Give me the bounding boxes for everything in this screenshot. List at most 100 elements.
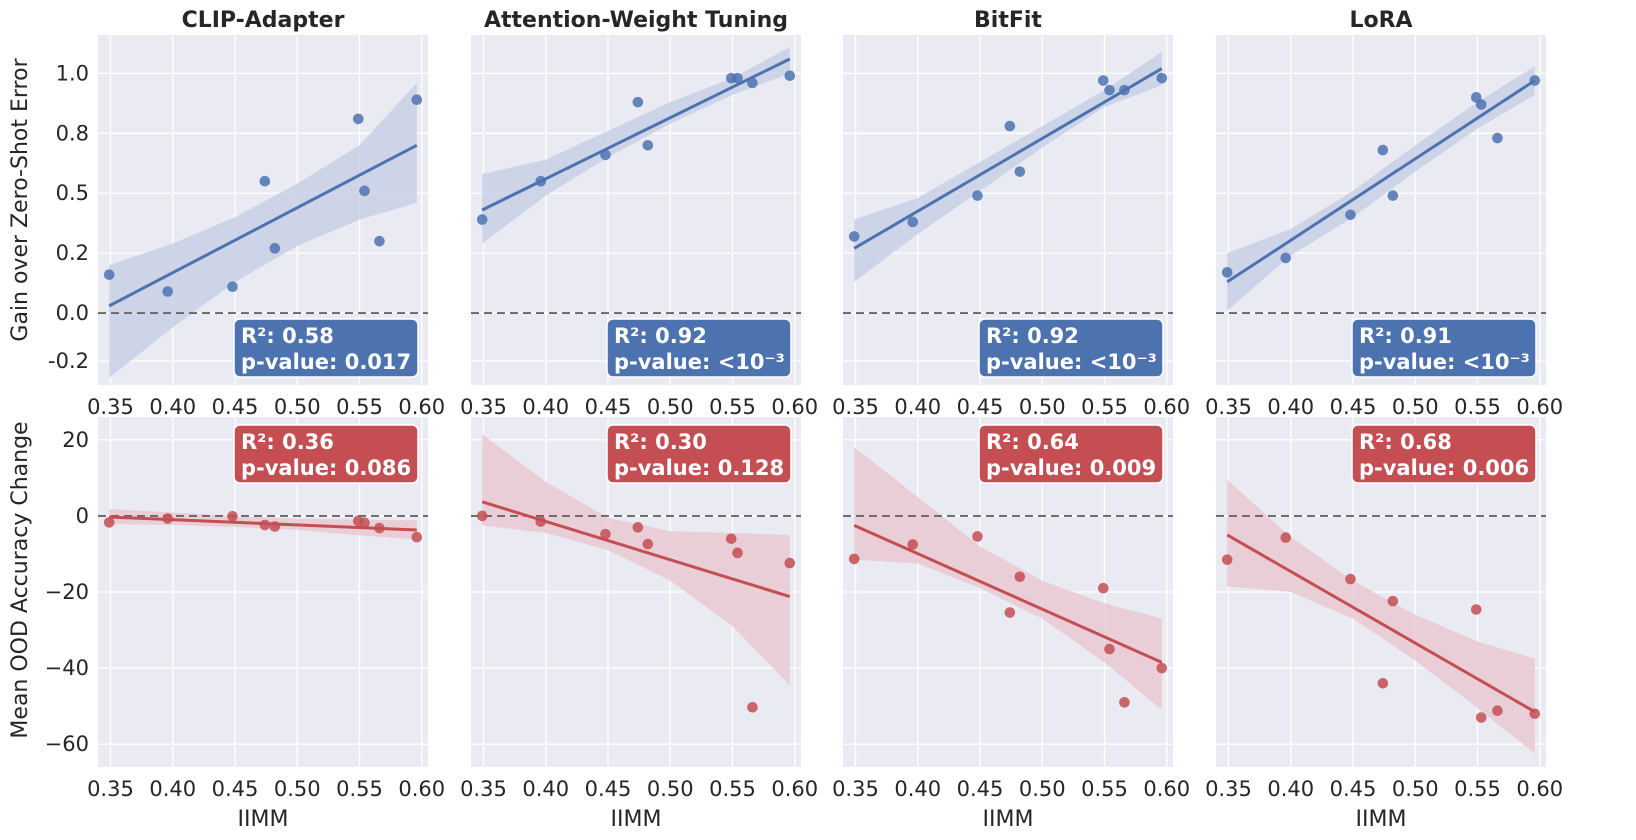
r-squared-label: R²: 0.91 bbox=[1359, 324, 1452, 348]
data-point bbox=[632, 522, 644, 533]
data-point bbox=[972, 190, 983, 201]
r-squared-label: R²: 0.58 bbox=[241, 324, 334, 348]
data-point bbox=[1104, 643, 1115, 655]
data-point bbox=[1004, 607, 1016, 618]
stats-box bbox=[233, 424, 419, 484]
x-tick-label: 0.35 bbox=[460, 777, 507, 801]
data-point bbox=[1280, 532, 1292, 543]
confidence-band bbox=[482, 434, 790, 686]
x-tick-label: 0.35 bbox=[87, 395, 134, 419]
data-point bbox=[359, 185, 370, 197]
data-point bbox=[848, 553, 860, 565]
r-squared-label: R²: 0.36 bbox=[241, 430, 334, 454]
x-tick-label: 0.45 bbox=[212, 777, 259, 801]
data-point bbox=[1119, 697, 1130, 708]
x-tick-label: 0.60 bbox=[771, 395, 818, 419]
data-point bbox=[1280, 252, 1292, 264]
data-point bbox=[747, 701, 758, 713]
p-value-label: p-value: <10⁻³ bbox=[986, 350, 1157, 374]
data-point bbox=[1387, 595, 1399, 607]
x-tick-label: 0.35 bbox=[832, 395, 879, 419]
x-tick-label: 0.40 bbox=[894, 777, 941, 801]
x-tick-label: 0.55 bbox=[1454, 395, 1501, 419]
confidence-band bbox=[854, 51, 1162, 282]
stats-box bbox=[978, 424, 1164, 484]
data-point bbox=[1004, 120, 1016, 132]
data-point bbox=[642, 139, 654, 151]
data-point bbox=[848, 231, 860, 242]
x-tick-label: 0.50 bbox=[1019, 395, 1066, 419]
p-value-label: p-value: 0.128 bbox=[614, 456, 784, 480]
stats-box bbox=[233, 318, 419, 378]
panel-5: 0.35 0.40 0.45 0.50 0.55 0.60 −60 −40 −20 0 20 IIMM… bbox=[45, 417, 445, 832]
data-point bbox=[1387, 190, 1399, 201]
x-tick-label: 0.40 bbox=[522, 395, 569, 419]
x-tick-label: 0.50 bbox=[647, 395, 694, 419]
p-value-label: p-value: 0.086 bbox=[241, 456, 411, 480]
data-point bbox=[162, 286, 174, 297]
data-point bbox=[269, 243, 281, 254]
regression-line bbox=[481, 500, 791, 598]
x-tick-label: 0.55 bbox=[1081, 395, 1128, 419]
x-tick-label: 0.60 bbox=[1516, 395, 1563, 419]
x-tick-label: 0.45 bbox=[1330, 395, 1377, 419]
x-tick-label: 0.35 bbox=[1205, 777, 1252, 801]
y-tick-label: −20 bbox=[45, 580, 89, 604]
stats-box bbox=[1351, 424, 1537, 484]
y-tick-label: −40 bbox=[45, 656, 89, 680]
data-point bbox=[632, 96, 644, 108]
r-squared-label: R²: 0.64 bbox=[986, 430, 1079, 454]
data-point bbox=[374, 235, 385, 247]
data-point bbox=[1492, 132, 1503, 144]
stats-box bbox=[1351, 318, 1537, 378]
y-tick-label: 0.8 bbox=[56, 121, 89, 145]
data-point bbox=[1156, 662, 1168, 674]
data-point bbox=[1345, 573, 1356, 585]
panels: 0.35 0.40 0.45 0.50 0.55 0.60 -0.2 0.0 0.2 0.5 0.8… bbox=[45, 8, 1563, 832]
x-axis-label: IIMM bbox=[238, 807, 289, 832]
x-tick-label: 0.60 bbox=[771, 777, 818, 801]
x-tick-label: 0.35 bbox=[87, 777, 134, 801]
x-tick-label: 0.55 bbox=[709, 395, 756, 419]
data-point bbox=[103, 517, 115, 528]
y-tick-label: 0.5 bbox=[56, 181, 89, 205]
x-tick-label: 0.45 bbox=[1330, 777, 1377, 801]
r-squared-label: R²: 0.68 bbox=[1359, 430, 1452, 454]
x-tick-label: 0.40 bbox=[894, 395, 941, 419]
x-tick-label: 0.50 bbox=[274, 395, 321, 419]
r-squared-label: R²: 0.92 bbox=[986, 324, 1079, 348]
panel-3: 0.35 0.40 0.45 0.50 0.55 0.60 BitFit R²: 0.92p-… bbox=[832, 8, 1190, 419]
data-point bbox=[227, 510, 238, 522]
x-tick-label: 0.40 bbox=[522, 777, 569, 801]
data-point bbox=[1119, 84, 1130, 96]
data-point bbox=[1529, 708, 1541, 720]
data-point bbox=[476, 510, 488, 522]
regression-line bbox=[853, 524, 1163, 664]
stats-box bbox=[978, 318, 1164, 378]
data-point bbox=[535, 175, 547, 187]
y-tick-label: 1.0 bbox=[56, 61, 89, 85]
data-point bbox=[747, 77, 758, 89]
panel-title: LoRA bbox=[1349, 8, 1412, 33]
p-value-label: p-value: 0.006 bbox=[1359, 456, 1529, 480]
x-tick-label: 0.50 bbox=[1392, 395, 1439, 419]
confidence-band bbox=[109, 82, 417, 378]
panel-1: 0.35 0.40 0.45 0.50 0.55 0.60 -0.2 0.0 0.2 0.5 0.8… bbox=[48, 8, 445, 419]
data-point bbox=[269, 521, 281, 532]
data-point bbox=[476, 214, 488, 225]
regression-line bbox=[1226, 533, 1536, 714]
row-ylabel-top: Gain over Zero-Shot Error bbox=[8, 57, 33, 341]
y-tick-label: -0.2 bbox=[48, 349, 89, 373]
data-point bbox=[359, 517, 370, 529]
data-point bbox=[732, 72, 743, 84]
x-tick-label: 0.55 bbox=[1454, 777, 1501, 801]
data-point bbox=[1475, 99, 1487, 110]
x-tick-label: 0.45 bbox=[585, 395, 632, 419]
x-tick-label: 0.60 bbox=[398, 777, 445, 801]
confidence-band bbox=[854, 447, 1162, 710]
confidence-band bbox=[1227, 66, 1535, 311]
data-point bbox=[732, 547, 743, 559]
x-tick-label: 0.35 bbox=[1205, 395, 1252, 419]
data-point bbox=[1221, 267, 1233, 278]
